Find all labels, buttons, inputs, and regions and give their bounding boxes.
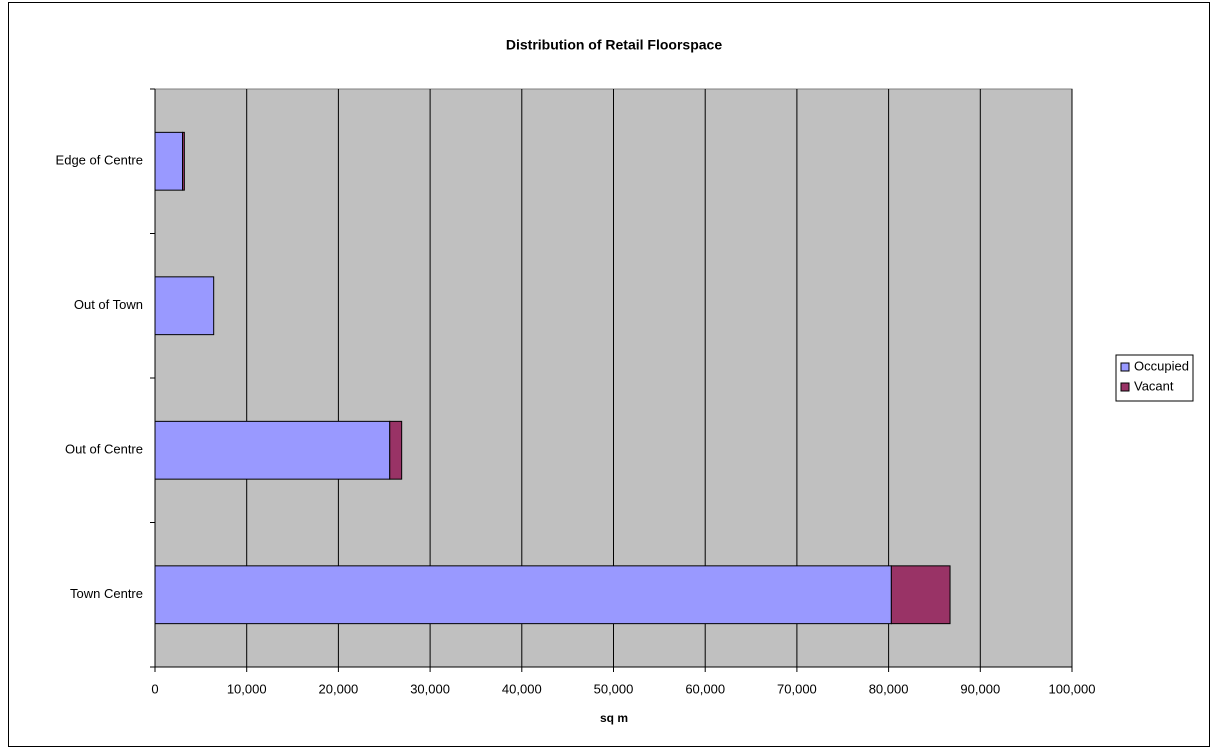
x-tick-label: 20,000 (319, 681, 359, 696)
legend-label: Vacant (1134, 378, 1174, 393)
x-tick-label: 70,000 (777, 681, 817, 696)
x-tick-label: 80,000 (869, 681, 909, 696)
x-tick-label: 90,000 (960, 681, 1000, 696)
bar-segment (154, 420, 391, 480)
x-tick-label: 0 (151, 681, 158, 696)
y-tick-label: Town Centre (70, 586, 143, 601)
bar-segment (154, 131, 184, 191)
legend-label: Occupied (1134, 358, 1189, 373)
bar-segment (154, 276, 215, 336)
y-tick-label: Out of Town (74, 297, 143, 312)
x-tick-label: 50,000 (594, 681, 634, 696)
x-tick-label: 60,000 (685, 681, 725, 696)
x-tick-label: 10,000 (227, 681, 267, 696)
legend-swatch (1120, 362, 1130, 372)
legend-swatch (1120, 382, 1130, 392)
chart-title: Distribution of Retail Floorspace (506, 37, 722, 53)
x-tick-label: 30,000 (410, 681, 450, 696)
bar-segment (890, 565, 951, 625)
bar-segment (154, 565, 892, 625)
x-axis-title: sq m (600, 711, 628, 725)
y-tick-label: Out of Centre (65, 442, 143, 457)
bar-segment (389, 420, 403, 480)
x-tick-label: 40,000 (502, 681, 542, 696)
x-tick-label: 100,000 (1049, 681, 1096, 696)
y-tick-label: Edge of Centre (56, 153, 143, 168)
bar-segment (182, 131, 185, 191)
